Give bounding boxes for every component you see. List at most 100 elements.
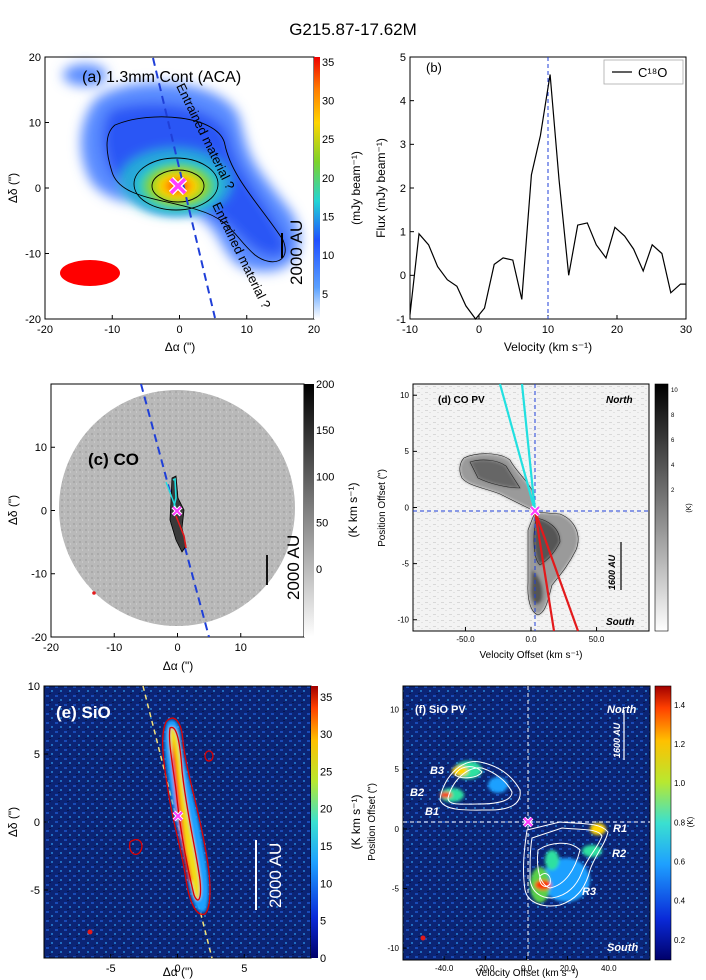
panel-a-colorbar-tick: 5	[322, 289, 328, 301]
panel-d-colorbar-tick: 10	[671, 388, 678, 394]
panel-f-knot-b3: B3	[430, 765, 444, 777]
panel-c-colorbar: 200 150 100 50 0 (K km s⁻¹)	[304, 379, 360, 637]
panel-d-ytick-label: 0	[405, 503, 410, 512]
panel-c-colorbar-label: (K km s⁻¹)	[346, 483, 360, 538]
panel-a-axes: -20 -10 0 10 20 20 10 0 -10 -20	[25, 52, 320, 336]
panel-f-ytick-label: 5	[395, 765, 400, 774]
panel-c-colorbar-tick: 100	[316, 471, 334, 483]
panel-f-xtick-label: -40.0	[435, 964, 454, 973]
panel-d-xtick-label: 0.0	[525, 635, 537, 644]
panel-f-colorbar: 1.4 1.2 1.0 0.8 0.6 0.4 0.2 (K)	[654, 685, 695, 961]
panel-a-xtick-label: 10	[241, 324, 253, 336]
panel-f-ylabel: Position Offset (")	[367, 783, 378, 861]
panel-e-outflow-axis	[142, 685, 213, 959]
panel-f-scale-bar: 1600 AU	[612, 722, 622, 758]
panel-e-ytick-label: 5	[34, 749, 40, 761]
panel-f-xtick-label: 0.0	[521, 964, 533, 973]
panel-e-scale-bar: 2000 AU	[266, 843, 285, 908]
panel-f-colorbar-tick: 0.2	[674, 936, 686, 945]
panel-a: (a) 1.3mm Cont (ACA) Entrained material …	[6, 52, 363, 354]
panel-f-image	[440, 761, 606, 903]
panel-e-contours	[129, 717, 214, 916]
panel-e-colorbar: 35 30 25 20 15 10 5 0 (K km s⁻¹)	[311, 686, 363, 965]
panel-f-knot-r1: R1	[613, 823, 627, 835]
panel-c-colorbar-tick: 50	[316, 518, 328, 530]
panel-e-title: (e) SiO	[56, 703, 111, 722]
panel-e-star-marker	[172, 810, 184, 822]
panel-f-corner-north: North	[607, 704, 637, 716]
panel-f-axes: -40.0 -20.0 0.0 20.0 40.0 10 5 0 -5 -10	[387, 706, 617, 973]
panel-d-axes: -50.0 0.0 50.0 10 5 0 -5 -10	[397, 391, 604, 644]
panel-d-corner-south: South	[606, 617, 634, 628]
panel-f-ytick-label: 0	[395, 825, 400, 834]
panel-f-colorbar-label: (K)	[686, 816, 695, 827]
panel-f-xtick-label: 40.0	[601, 964, 617, 973]
panel-c-beam	[92, 591, 96, 595]
panel-c-xtick-label: -10	[106, 642, 122, 654]
panel-d-corner-north: North	[606, 395, 633, 406]
panel-f-colorbar-tick: 0.4	[674, 897, 686, 906]
panel-e-colorbar-tick: 35	[320, 692, 332, 704]
panel-d-star-marker	[529, 505, 541, 517]
panel-e-colorbar-tick: 5	[320, 916, 326, 928]
panel-f-corner-south: South	[607, 942, 638, 954]
panel-b-ytick-label: 0	[400, 270, 406, 282]
panel-a-contours	[106, 116, 286, 263]
panel-a-ytick-label: -20	[25, 314, 41, 326]
panel-b-xtick-label: 0	[476, 324, 482, 336]
panel-f-knot-r3: R3	[582, 886, 596, 898]
panel-e-colorbar-tick: 0	[320, 953, 326, 965]
panel-d-ylabel: Position Offset (")	[377, 469, 388, 547]
panel-e-colorbar-tick: 10	[320, 878, 332, 890]
panel-e-ytick-label: 10	[28, 681, 40, 693]
panel-f-contours	[439, 761, 609, 907]
panel-c-star-marker	[171, 505, 183, 517]
panel-d-colorbar-tick: 8	[671, 413, 675, 419]
panel-a-xtick-label: -10	[104, 324, 120, 336]
panel-a-xtick-label: -20	[37, 324, 53, 336]
panel-e-colorbar-tick: 30	[320, 729, 332, 741]
panel-f-xlabel: Velocity Offset (km s⁻¹)	[476, 968, 579, 979]
panel-b-ytick-label: 5	[400, 52, 406, 64]
panel-f: (f) SiO PV North South B1 B2 B3 R1 R2 R3…	[367, 685, 695, 979]
panel-e-colorbar-tick: 15	[320, 841, 332, 853]
panel-b-series-c18o	[409, 74, 686, 320]
panel-d-colorbar-tick: 4	[671, 463, 675, 469]
panel-c-ylabel: Δδ (")	[6, 495, 20, 525]
panel-a-ylabel: Δδ (")	[6, 173, 20, 203]
panel-c-ytick-label: 0	[41, 505, 47, 517]
panel-d-outflow-fits	[498, 383, 580, 632]
panel-b-ytick-label: 2	[400, 183, 406, 195]
panel-f-colorbar-tick: 0.8	[674, 818, 686, 827]
panel-a-star-marker	[168, 176, 188, 196]
panel-e-colorbar-tick: 25	[320, 766, 332, 778]
panel-f-title: (f) SiO PV	[415, 704, 466, 716]
panel-e-axes: -5 0 5 10 5 0 -5	[28, 681, 248, 975]
panel-f-colorbar-tick: 0.6	[674, 857, 686, 866]
panel-f-colorbar-tick: 1.4	[674, 701, 686, 710]
panel-b-title: (b)	[426, 60, 442, 75]
panel-f-knot-r2: R2	[612, 848, 626, 860]
panel-a-xtick-label: 20	[308, 324, 320, 336]
panel-f-knot-b2: B2	[410, 787, 424, 799]
panel-c-xtick-label: -20	[43, 642, 59, 654]
panel-f-ytick-label: -5	[392, 884, 400, 893]
panel-e-xtick-label: 0	[174, 963, 180, 975]
panel-c-colorbar-tick: 0	[316, 564, 322, 576]
panel-a-colorbar-tick: 10	[322, 250, 334, 262]
panel-c-xtick-label: 0	[174, 642, 180, 654]
panel-b-xtick-label: 30	[680, 324, 692, 336]
panel-b-ytick-label: 4	[400, 96, 406, 108]
panel-d-colorbar: 10 8 6 4 2 (K)	[654, 383, 693, 632]
panel-e-beam	[87, 929, 93, 935]
panel-a-ytick-label: 10	[29, 117, 41, 129]
panel-a-xlabel: Δα (")	[165, 340, 196, 354]
panel-d-scale-bar: 1600 AU	[607, 554, 617, 590]
panel-e-colorbar-tick: 20	[320, 804, 332, 816]
panel-a-ytick-label: -10	[25, 248, 41, 260]
panel-c-scale-bar: 2000 AU	[284, 535, 303, 600]
panel-d-xtick-label: 50.0	[589, 635, 605, 644]
